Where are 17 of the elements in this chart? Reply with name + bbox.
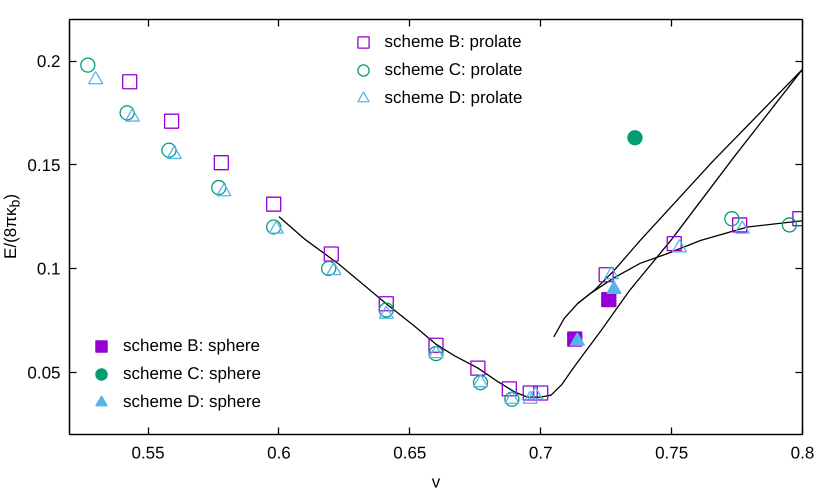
legend-label: scheme D: prolate [384, 87, 522, 109]
y-tick-label: 0.15 [27, 156, 61, 175]
x-axis-title: v [432, 472, 441, 492]
x-tick-label: 0.75 [655, 444, 688, 462]
legend-label: scheme C: prolate [384, 59, 522, 81]
x-tick-label: 0.6 [267, 444, 291, 462]
x-tick-label: 0.65 [393, 444, 426, 462]
x-tick-label: 0.55 [131, 444, 165, 462]
y-tick-label: 0.1 [36, 260, 61, 278]
x-tick-label: 0.7 [528, 444, 553, 462]
legend-label: scheme D: sphere [123, 391, 261, 413]
legend-label: scheme B: sphere [123, 335, 260, 357]
legend-label: scheme B: prolate [384, 31, 522, 53]
y-tick-label: 0.2 [36, 52, 61, 71]
x-tick-label: 0.8 [790, 444, 814, 462]
legend-label: scheme C: sphere [123, 363, 261, 385]
y-tick-label: 0.05 [27, 363, 61, 382]
